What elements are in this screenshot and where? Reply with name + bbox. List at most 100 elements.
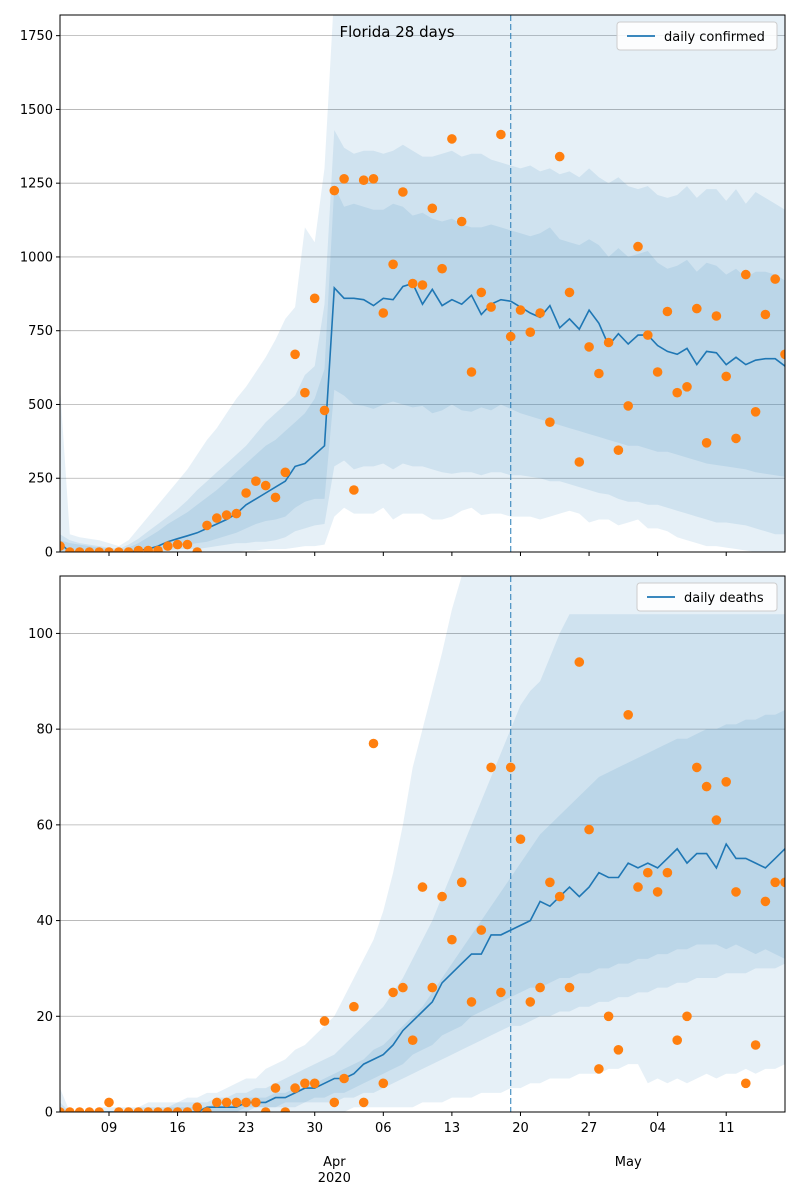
observed-point (741, 1078, 751, 1089)
observed-point (104, 547, 114, 552)
observed-point (300, 387, 310, 398)
y-tick-label: 1250 (20, 177, 53, 192)
observed-point (231, 1097, 242, 1108)
x-tick-label: 20 (512, 1121, 529, 1136)
observed-point (721, 777, 731, 787)
figure-title: Florida 28 days (339, 23, 454, 41)
observed-point (525, 327, 536, 338)
observed-point (172, 539, 183, 550)
observed-point (94, 547, 104, 552)
observed-point (251, 476, 261, 487)
observed-point (260, 480, 271, 491)
observed-point (731, 433, 741, 444)
x-tick-label: 11 (718, 1121, 735, 1136)
panel-daily-confirmed: 0 250 500 750 1000 1250 1500 1750 daily confirme… (20, 14, 800, 561)
observed-point (104, 1097, 114, 1108)
observed-point (584, 824, 594, 835)
observed-point (172, 1107, 183, 1112)
observed-point (515, 305, 526, 315)
observed-point (368, 174, 379, 184)
observed-point (535, 982, 545, 993)
y-tick-label: 1000 (20, 250, 53, 265)
observed-point (437, 891, 447, 902)
year-label: 2020 (318, 1171, 351, 1186)
observed-point (221, 1097, 232, 1108)
observed-point (613, 445, 624, 456)
observed-point (74, 547, 85, 552)
observed-point (721, 371, 731, 382)
observed-point (319, 1016, 330, 1026)
observed-point (368, 738, 379, 749)
legend-label: daily confirmed (664, 30, 765, 45)
observed-point (114, 1107, 124, 1112)
observed-point (496, 129, 506, 140)
observed-point (515, 834, 526, 844)
observed-point (300, 1078, 310, 1089)
observed-point (60, 1107, 65, 1112)
median-line (60, 282, 785, 552)
observed-point (633, 882, 643, 892)
legend-label: daily deaths (684, 591, 764, 606)
legend: daily confirmed (616, 21, 778, 51)
panel-daily-deaths: 0 20 40 60 80 100 09 16 23 30 06 13 20 27 04 11 daily de… (28, 575, 786, 1136)
observed-point (349, 1001, 359, 1012)
observed-point (84, 1107, 95, 1112)
observed-point (496, 987, 506, 998)
observed-point (290, 349, 300, 360)
observed-point (643, 867, 653, 878)
observed-point (770, 274, 780, 284)
month-label: Apr (323, 1155, 346, 1170)
y-tick-label: 750 (28, 324, 53, 339)
observed-point (84, 547, 95, 552)
observed-point (525, 997, 536, 1007)
observed-point (241, 488, 251, 498)
observed-point (339, 1073, 349, 1084)
median-line (60, 842, 785, 1112)
observed-point (760, 309, 771, 320)
observed-point (554, 151, 565, 162)
observed-point (212, 513, 222, 523)
observed-point (535, 308, 545, 318)
band-0 (60, 576, 785, 1112)
observed-point (692, 303, 702, 314)
y-tick-label: 40 (36, 914, 53, 929)
observed-point (398, 187, 408, 197)
observed-point (153, 545, 163, 552)
observed-point (260, 1107, 271, 1112)
y-tick-label: 80 (36, 723, 53, 738)
observed-point (143, 1107, 153, 1112)
legend: daily deaths (636, 582, 778, 612)
observed-point (447, 134, 457, 144)
y-tick-label: 1500 (20, 103, 53, 118)
observed-point (701, 438, 712, 448)
x-tick-label: 04 (649, 1121, 666, 1136)
observed-point (711, 311, 722, 321)
observed-point (564, 287, 575, 298)
observed-point (790, 319, 800, 329)
y-tick-label: 500 (28, 398, 53, 413)
observed-point (417, 280, 428, 290)
y-tick-label: 60 (36, 818, 53, 833)
observed-point (202, 520, 212, 531)
observed-point (290, 1083, 300, 1093)
y-tick-label: 0 (45, 1106, 53, 1121)
observed-point (545, 877, 555, 888)
observed-point (770, 877, 780, 888)
x-axis-labels: Apr May 2020 (318, 1155, 642, 1186)
observed-point (652, 887, 663, 897)
uncertainty-bands (60, 15, 785, 552)
observed-point (682, 382, 692, 392)
y-tick-label: 0 (45, 546, 53, 561)
observed-point (574, 657, 585, 667)
y-tick-label: 1750 (20, 29, 53, 44)
observed-point (780, 877, 785, 888)
observed-point (741, 269, 751, 280)
observed-point (417, 882, 428, 892)
observed-point (388, 259, 398, 270)
observed-point (65, 1107, 75, 1112)
observed-point (476, 925, 487, 935)
observed-point (564, 982, 575, 993)
observed-point (270, 1083, 281, 1093)
observed-point (486, 762, 496, 773)
observed-point (329, 1097, 340, 1108)
